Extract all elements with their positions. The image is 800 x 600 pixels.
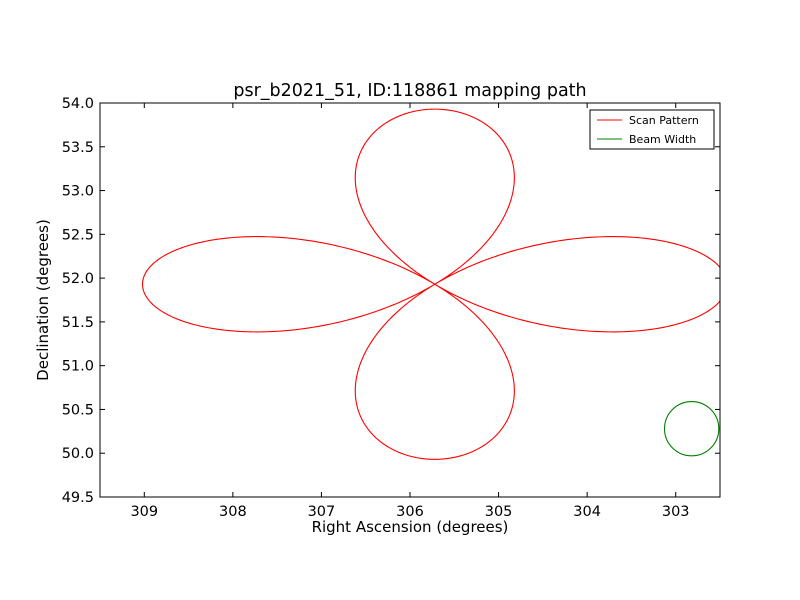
- y-tick-label: 51.5: [62, 315, 94, 331]
- legend-label-beam-width: Beam Width: [629, 133, 696, 146]
- x-tick-label: 309: [130, 504, 158, 520]
- y-axis: 49.5 50.0 50.5 51.0 51.5 52.0 52.5 53.0 53.5 54.0: [62, 96, 720, 506]
- beam-width-circle: [663, 401, 720, 457]
- x-tick-label: 307: [308, 504, 336, 520]
- y-tick-label: 54.0: [62, 96, 94, 112]
- scan-pattern-line: [141, 108, 720, 460]
- y-tick-label: 51.0: [62, 359, 94, 375]
- y-tick-label: 53.5: [62, 140, 94, 156]
- y-tick-label: 52.0: [62, 271, 94, 287]
- y-tick-label: 50.0: [62, 446, 94, 462]
- series-layer: [141, 108, 720, 460]
- plot-area: [100, 103, 720, 497]
- y-axis-label: Declination (degrees): [34, 219, 52, 381]
- chart-title: psr_b2021_51, ID:118861 mapping path: [233, 81, 586, 101]
- x-tick-label: 305: [485, 504, 513, 520]
- y-tick-label: 53.0: [62, 184, 94, 200]
- y-tick-label: 50.5: [62, 402, 94, 418]
- legend-label-scan-pattern: Scan Pattern: [629, 114, 699, 127]
- x-tick-label: 306: [396, 504, 424, 520]
- legend: Scan Pattern Beam Width: [589, 109, 715, 150]
- y-tick-label: 52.5: [62, 227, 94, 243]
- y-tick-label: 49.5: [62, 490, 94, 506]
- x-tick-label: 303: [662, 504, 690, 520]
- legend-box: [589, 109, 715, 150]
- x-axis: 309 308 307 306 305 304 303: [130, 103, 690, 520]
- x-tick-label: 308: [219, 504, 247, 520]
- x-axis-label: Right Ascension (degrees): [312, 518, 509, 536]
- x-tick-label: 304: [573, 504, 601, 520]
